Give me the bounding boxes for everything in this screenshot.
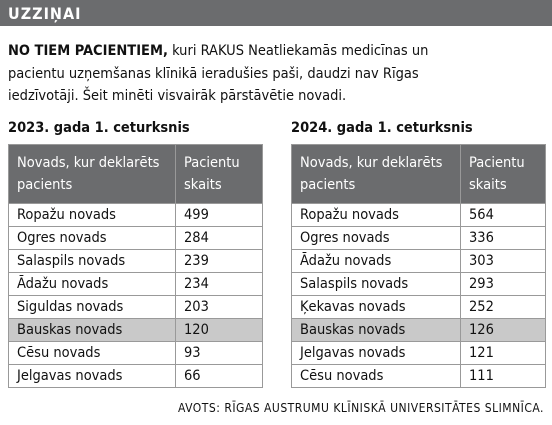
region-name: Salaspils novads — [291, 272, 461, 296]
header-bar: UZZIŅAI — [0, 0, 552, 26]
region-name: Ogres novads — [291, 226, 461, 250]
patient-count: 93 — [175, 341, 263, 365]
table-row: Siguldas novads 203 — [8, 295, 263, 319]
region-name: Cēsu novads — [8, 341, 176, 365]
header-row: Novads, kur deklarēts pacients Pacientu s… — [8, 144, 263, 204]
patient-count: 564 — [460, 203, 546, 227]
patient-count: 234 — [175, 272, 263, 296]
intro: NO TIEM PACIENTIEM, kuri RAKUS Neatlieka… — [8, 40, 488, 108]
patient-count: 120 — [175, 318, 263, 342]
data-table: Novads, kur deklarēts pacients Pacientu s… — [291, 144, 546, 388]
patient-count: 284 — [175, 226, 263, 250]
region-name: Ropažu novads — [291, 203, 461, 227]
table-row: Ropažu novads 564 — [291, 203, 546, 227]
region-name: Jelgavas novads — [291, 341, 461, 365]
patient-count: 293 — [460, 272, 546, 296]
table-row: Jelgavas novads 121 — [291, 341, 546, 365]
patient-count: 252 — [460, 295, 546, 319]
patient-count: 121 — [460, 341, 546, 365]
table-row: Ogres novads 336 — [291, 226, 546, 250]
table-row: Ādažu novads 303 — [291, 249, 546, 273]
table-row: Ogres novads 284 — [8, 226, 263, 250]
table-row: Ropažu novads 499 — [8, 203, 263, 227]
patient-count: 126 — [460, 318, 546, 342]
patient-count: 303 — [460, 249, 546, 273]
column-header: Pacientu skaits — [175, 144, 263, 204]
column-header: Pacientu skaits — [460, 144, 546, 204]
column-header: Novads, kur deklarēts pacients — [291, 144, 461, 204]
table-row: Ķekavas novads 252 — [291, 295, 546, 319]
table-row: Salaspils novads 239 — [8, 249, 263, 273]
region-name: Bauskas novads — [291, 318, 461, 342]
patient-count: 111 — [460, 364, 546, 388]
header-row: Novads, kur deklarēts pacients Pacientu s… — [291, 144, 546, 204]
intro-lead: NO TIEM PACIENTIEM, — [8, 43, 168, 59]
region-name: Ādažu novads — [291, 249, 461, 273]
region-name: Siguldas novads — [8, 295, 176, 319]
data-table: Novads, kur deklarēts pacients Pacientu s… — [8, 144, 263, 388]
table-title: 2024. gada 1. ceturksnis — [291, 120, 473, 136]
region-name: Ropažu novads — [8, 203, 176, 227]
source: AVOTS: RĪGAS AUSTRUMU KLĪNISKĀ UNIVERSIT… — [178, 401, 544, 415]
region-name: Cēsu novads — [291, 364, 461, 388]
patient-count: 239 — [175, 249, 263, 273]
table-row: Ādažu novads 234 — [8, 272, 263, 296]
table-title: 2023. gada 1. ceturksnis — [8, 120, 190, 136]
intro-text: kuri RAKUS Neatliekamās medicīnas un pac… — [8, 43, 429, 104]
patient-count: 203 — [175, 295, 263, 319]
region-name: Ķekavas novads — [291, 295, 461, 319]
column-header: Novads, kur deklarēts pacients — [8, 144, 176, 204]
region-name: Salaspils novads — [8, 249, 176, 273]
table-row: Cēsu novads 111 — [291, 364, 546, 388]
patient-count: 66 — [175, 364, 263, 388]
table-row: Cēsu novads 93 — [8, 341, 263, 365]
table-row: Jelgavas novads 66 — [8, 364, 263, 388]
region-name: Ādažu novads — [8, 272, 176, 296]
region-name: Bauskas novads — [8, 318, 176, 342]
table-row: Bauskas novads 120 — [8, 318, 263, 342]
table-row: Salaspils novads 293 — [291, 272, 546, 296]
region-name: Ogres novads — [8, 226, 176, 250]
header-title: UZZIŅAI — [8, 4, 82, 23]
region-name: Jelgavas novads — [8, 364, 176, 388]
patient-count: 336 — [460, 226, 546, 250]
patient-count: 499 — [175, 203, 263, 227]
table-row: Bauskas novads 126 — [291, 318, 546, 342]
